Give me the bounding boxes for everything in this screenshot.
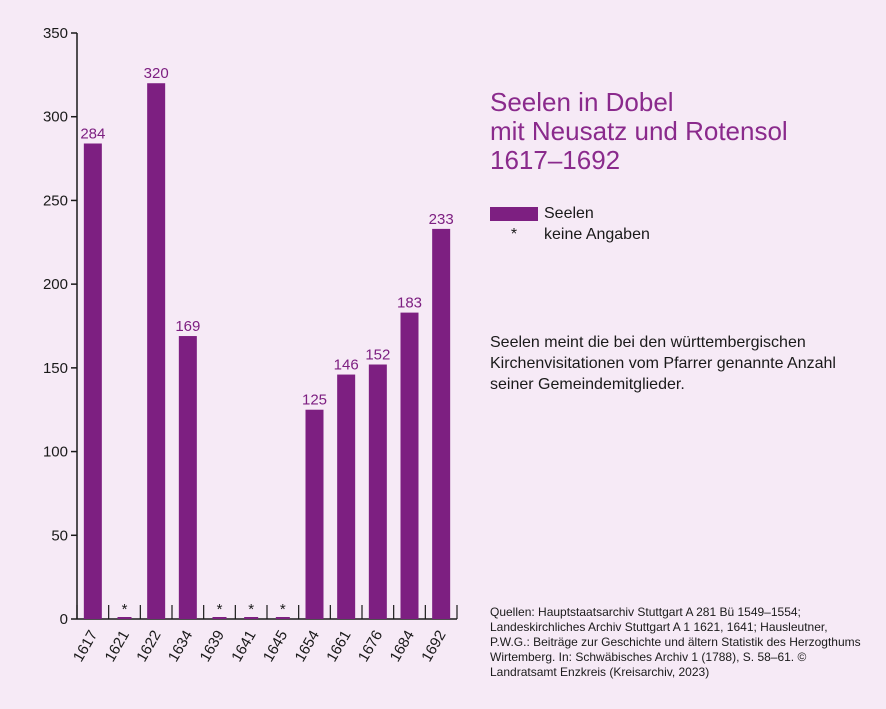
x-tick-label: 1654: [292, 628, 323, 665]
y-tick-label: 200: [43, 276, 68, 293]
bar: [305, 409, 324, 619]
legend-item-missing: * keine Angaben: [490, 224, 650, 245]
bar-value-label: 146: [334, 357, 359, 374]
bar-value-label: 320: [144, 65, 169, 82]
sources-note: Quellen: Hauptstaatsarchiv Stuttgart A 2…: [490, 605, 861, 679]
bar-value-label: 183: [397, 295, 422, 312]
bar: [337, 374, 356, 619]
chart-title: Seelen in Dobel mit Neusatz und Rotensol…: [490, 88, 788, 175]
y-tick-label: 300: [43, 109, 68, 126]
x-tick-label: 1622: [133, 628, 164, 665]
chart-title-line: 1617–1692: [490, 145, 621, 175]
missing-value-marker: *: [122, 601, 128, 618]
y-tick-label: 100: [43, 444, 68, 461]
y-tick-label: 0: [60, 611, 68, 628]
bar: [432, 228, 451, 620]
chart-title-line: Seelen in Dobel: [490, 87, 674, 117]
y-tick-label: 350: [43, 25, 68, 42]
bar-value-label: 125: [302, 392, 327, 409]
x-tick-label: 1692: [418, 628, 449, 665]
legend-item-seelen: Seelen: [490, 203, 650, 224]
y-tick-label: 250: [43, 192, 68, 209]
bar: [368, 364, 387, 619]
y-tick-label: 50: [51, 527, 68, 544]
bar-value-label: 169: [175, 318, 200, 335]
legend-swatch: [490, 206, 538, 221]
bar: [147, 83, 166, 619]
x-tick-label: 1617: [70, 628, 101, 665]
bar-value-label: 152: [365, 347, 390, 364]
legend-label: Seelen: [544, 204, 594, 222]
legend-star-marker: *: [510, 225, 518, 243]
x-tick-label: 1661: [323, 628, 354, 665]
bar-value-label: 284: [80, 126, 105, 143]
missing-value-marker: *: [217, 601, 223, 618]
missing-value-marker: *: [280, 601, 286, 618]
y-tick-label: 150: [43, 360, 68, 377]
legend: Seelen * keine Angaben: [490, 203, 650, 245]
x-tick-label: 1684: [387, 628, 418, 665]
definition-note: Seelen meint die bei den württembergisch…: [490, 334, 836, 393]
x-tick-label: 1621: [102, 628, 133, 665]
missing-value-marker: *: [248, 601, 254, 618]
x-tick-label: 1639: [197, 628, 228, 665]
x-tick-label: 1641: [228, 628, 259, 665]
bar-value-label: 233: [429, 211, 454, 228]
x-tick-label: 1645: [260, 628, 291, 665]
x-tick-label: 1676: [355, 628, 386, 665]
chart-title-line: mit Neusatz und Rotensol: [490, 116, 788, 146]
bar: [400, 312, 419, 619]
bar: [83, 143, 102, 619]
bar: [178, 336, 197, 619]
legend-label: keine Angaben: [544, 225, 650, 243]
x-tick-label: 1634: [165, 628, 196, 665]
